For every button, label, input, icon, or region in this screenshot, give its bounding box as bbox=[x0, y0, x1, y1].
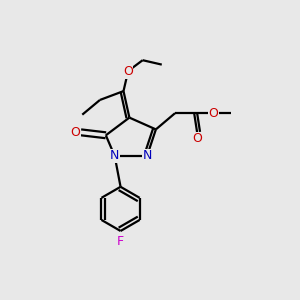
Text: O: O bbox=[70, 126, 80, 139]
Text: O: O bbox=[123, 65, 133, 79]
Text: F: F bbox=[117, 235, 124, 248]
Text: N: N bbox=[142, 149, 152, 162]
Text: O: O bbox=[208, 107, 218, 120]
Text: O: O bbox=[192, 132, 202, 145]
Text: N: N bbox=[110, 149, 119, 162]
